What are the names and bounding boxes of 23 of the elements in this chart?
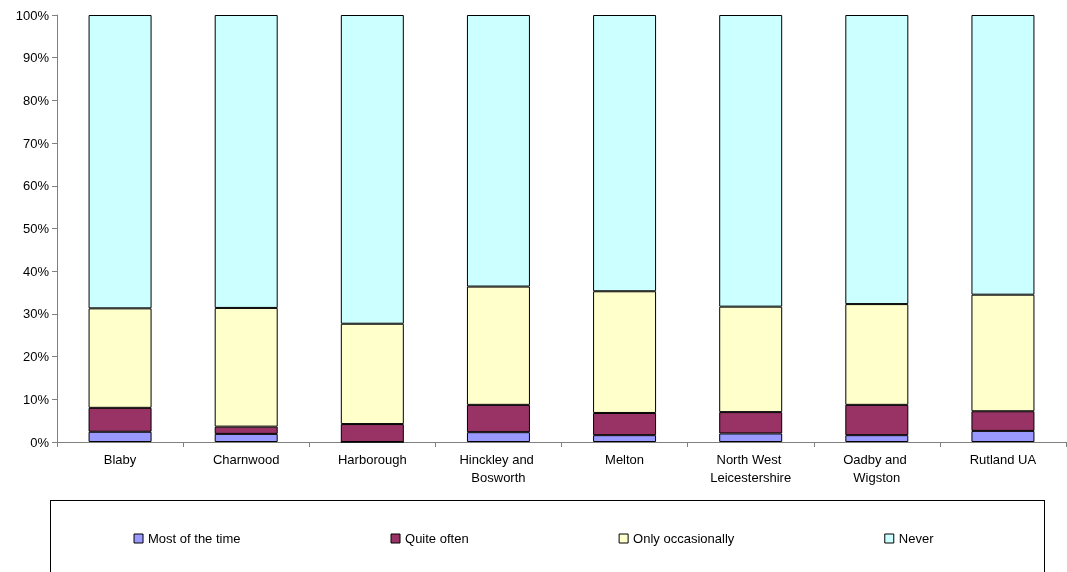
legend-label: Only occasionally	[633, 531, 735, 546]
x-tick-label: Melton	[605, 451, 645, 467]
y-tick-label: 50%	[22, 221, 50, 236]
y-tick-label: 10%	[22, 391, 50, 407]
y-tick-label: 0%	[30, 434, 50, 450]
x-tick-label: Harborough	[337, 451, 407, 467]
y-tick-label: 60%	[22, 178, 50, 194]
legend-label: Never	[898, 531, 935, 546]
y-tick-label: 70%	[22, 135, 50, 151]
y-tick-label: 30%	[22, 306, 50, 322]
y-tick-label: 20%	[22, 349, 50, 365]
x-tick-label: Oadby and Wigston	[843, 451, 911, 485]
x-tick-label: Charnwood	[212, 451, 280, 467]
y-tick-label: 100%	[15, 7, 50, 23]
legend-label: Quite often	[405, 531, 469, 546]
y-tick-label: 40%	[22, 263, 50, 279]
x-tick-label: Rutland UA	[969, 451, 1037, 467]
legend-label: Most of the time	[148, 531, 241, 546]
x-tick-label: Hinckley and Bosworth	[459, 451, 538, 485]
x-tick-label: Blaby	[103, 451, 137, 467]
x-tick-label: North West Leicestershire	[710, 451, 792, 485]
y-tick-label: 90%	[22, 50, 50, 66]
y-tick-label: 80%	[22, 92, 50, 108]
